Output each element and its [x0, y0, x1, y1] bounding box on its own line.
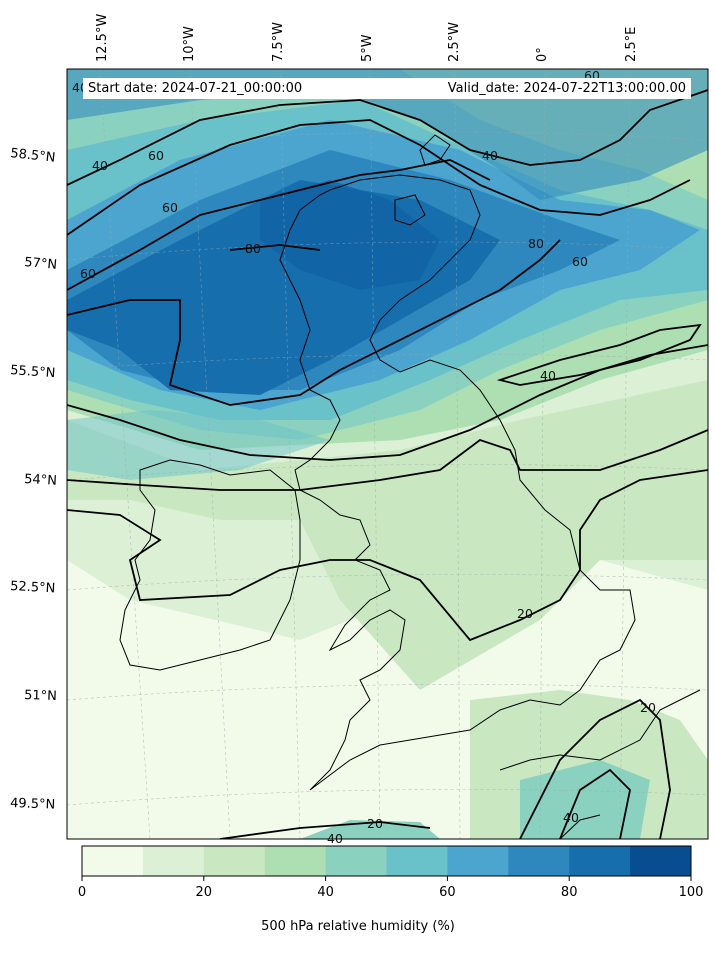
lat-label: 51°N: [24, 688, 57, 704]
lat-label: 52.5°N: [10, 579, 56, 596]
contour-label: 20: [517, 606, 533, 621]
colorbar-tick-label: 80: [561, 885, 578, 900]
contour-label: 80: [528, 236, 544, 251]
contour-label: 40: [482, 148, 498, 163]
colorbar-swatch: [203, 846, 266, 876]
lat-label: 55.5°N: [10, 363, 56, 381]
contour-label: 20: [640, 700, 656, 715]
france-coast: [499, 689, 701, 771]
contour-80-inner: [229, 244, 321, 251]
contour-label: 60: [148, 148, 164, 163]
start-date-label: Start date: 2024-07-21_00:00:00: [88, 81, 303, 96]
band-southeast-moist: [520, 760, 650, 839]
map-frame: [66, 68, 709, 840]
colorbar-ticks: 0 20 40 60 80 100: [78, 876, 704, 900]
lat-label: 49.5°N: [10, 796, 56, 813]
lon-label: 5°W: [360, 34, 375, 62]
ireland-coast: [119, 459, 301, 671]
valid-date-label: Valid_date: 2024-07-22T13:00:00.00: [447, 81, 686, 96]
lon-label: 12.5°W: [95, 14, 110, 62]
lon-label: 0°: [535, 47, 550, 62]
contour-80-south: [67, 239, 561, 406]
orkney-coast: [419, 134, 451, 166]
lat-label: 57°N: [24, 255, 58, 273]
contour-label: 20: [367, 816, 383, 831]
colorbar-swatch: [447, 846, 509, 876]
contour-40-north: [67, 89, 708, 186]
skye-coast: [394, 194, 426, 226]
lon-label: 10°W: [182, 26, 197, 62]
band-20-30: [67, 380, 708, 690]
contour-40-east: [496, 323, 702, 386]
colorbar-tick-label: 20: [196, 885, 213, 900]
coastlines: [119, 134, 701, 839]
contour-label: 80: [245, 241, 261, 256]
colorbar-tick-label: 0: [78, 885, 86, 900]
contour-20-south: [219, 821, 431, 839]
date-info-box: Start date: 2024-07-21_00:00:00 Valid_da…: [83, 78, 691, 99]
contour-label: 40: [540, 368, 556, 383]
contour-40-lower: [67, 429, 708, 491]
colorbar-swatch: [630, 846, 692, 876]
contour-60-north: [67, 119, 691, 236]
colorbar-swatch: [508, 846, 570, 876]
colorbar: [82, 846, 692, 876]
lon-label: 2.5°W: [447, 22, 462, 62]
colorbar-swatch: [325, 846, 387, 876]
colorbar-swatch: [386, 846, 448, 876]
colorbar-swatch: [82, 846, 144, 876]
longitude-labels: 12.5°W 10°W 7.5°W 5°W 2.5°W 0° 2.5°E: [95, 14, 639, 62]
contour-60-inner: [67, 159, 491, 291]
lon-label: 2.5°E: [624, 27, 639, 62]
contour-label: 40: [327, 831, 343, 846]
map-area: [67, 69, 708, 839]
lat-label: 58.5°N: [10, 146, 56, 166]
colorbar-swatch: [264, 846, 327, 876]
contour-label: 60: [572, 254, 588, 269]
contour-label: 40: [563, 810, 579, 825]
lat-label: 54°N: [24, 472, 58, 489]
colorbar-swatch: [142, 846, 205, 876]
contour-20: [67, 469, 708, 642]
contour-label: 60: [162, 200, 178, 215]
great-britain-coast: [279, 174, 636, 791]
band-irish-sea: [67, 410, 330, 480]
colorbar-swatch: [569, 846, 631, 876]
contour-label: 40: [92, 158, 108, 173]
colorbar-tick-label: 60: [439, 885, 456, 900]
colorbar-title: 500 hPa relative humidity (%): [261, 919, 455, 934]
graticule: [67, 69, 708, 839]
channel-islands-coast: [559, 814, 601, 839]
latitude-labels: 58.5°N 57°N 55.5°N 54°N 52.5°N 51°N 49.5…: [10, 146, 58, 813]
lon-label: 7.5°W: [271, 22, 286, 62]
colorbar-frame: [81, 845, 692, 877]
contour-label: 60: [80, 266, 96, 281]
contour-20-southeast: [519, 698, 671, 839]
contour-40-southeast: [559, 768, 631, 839]
colorbar-tick-label: 100: [679, 885, 704, 900]
contour-lines: [67, 89, 708, 839]
colorbar-tick-label: 40: [317, 885, 334, 900]
band-upper-moist: [67, 69, 708, 200]
